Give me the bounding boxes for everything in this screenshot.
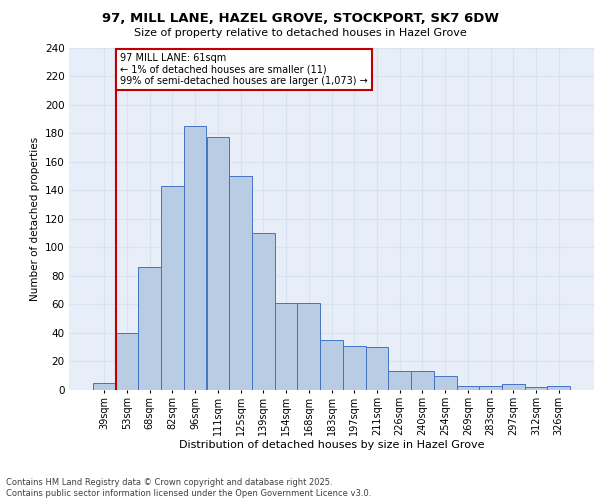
Bar xyxy=(161,186,184,390)
Bar xyxy=(206,138,229,390)
Text: 97, MILL LANE, HAZEL GROVE, STOCKPORT, SK7 6DW: 97, MILL LANE, HAZEL GROVE, STOCKPORT, S… xyxy=(101,12,499,26)
Bar xyxy=(252,233,275,390)
Text: Contains HM Land Registry data © Crown copyright and database right 2025.
Contai: Contains HM Land Registry data © Crown c… xyxy=(6,478,371,498)
Bar xyxy=(479,386,502,390)
Bar xyxy=(457,386,479,390)
Text: 97 MILL LANE: 61sqm
← 1% of detached houses are smaller (11)
99% of semi-detache: 97 MILL LANE: 61sqm ← 1% of detached hou… xyxy=(120,53,368,86)
Bar xyxy=(365,347,388,390)
Bar xyxy=(275,303,298,390)
Bar xyxy=(388,372,411,390)
X-axis label: Distribution of detached houses by size in Hazel Grove: Distribution of detached houses by size … xyxy=(179,440,484,450)
Y-axis label: Number of detached properties: Number of detached properties xyxy=(29,136,40,301)
Bar xyxy=(343,346,365,390)
Bar xyxy=(184,126,206,390)
Text: Size of property relative to detached houses in Hazel Grove: Size of property relative to detached ho… xyxy=(134,28,466,38)
Bar xyxy=(139,268,161,390)
Bar xyxy=(93,383,116,390)
Bar xyxy=(524,387,547,390)
Bar xyxy=(116,333,139,390)
Bar xyxy=(547,386,570,390)
Bar xyxy=(320,340,343,390)
Bar xyxy=(298,303,320,390)
Bar xyxy=(502,384,524,390)
Bar xyxy=(434,376,457,390)
Bar xyxy=(411,372,434,390)
Bar xyxy=(229,176,252,390)
